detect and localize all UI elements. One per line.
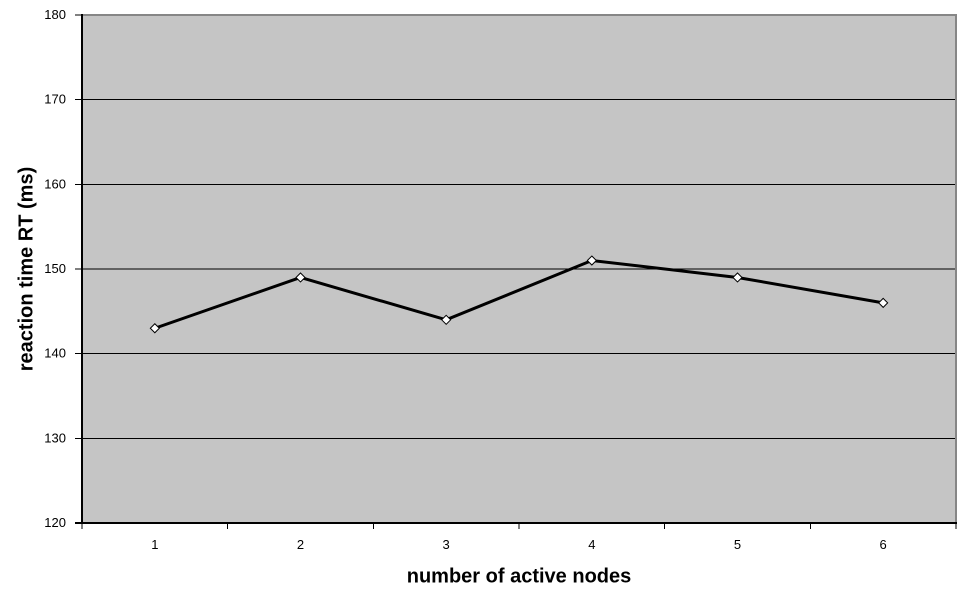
x-tick-label: 5 bbox=[734, 537, 741, 552]
x-tick-label: 2 bbox=[297, 537, 304, 552]
data-point-marker bbox=[295, 272, 306, 283]
y-tick-label: 140 bbox=[44, 346, 66, 361]
data-point-marker bbox=[732, 272, 743, 283]
x-tick-label: 6 bbox=[880, 537, 887, 552]
x-axis-title: number of active nodes bbox=[406, 565, 632, 588]
x-tick-label: 1 bbox=[151, 537, 158, 552]
y-tick-label: 170 bbox=[44, 92, 66, 107]
y-tick-label: 160 bbox=[44, 176, 66, 191]
data-point-marker bbox=[586, 255, 598, 266]
data-point-marker bbox=[440, 314, 452, 326]
y-tick-label: 180 bbox=[44, 7, 66, 22]
y-tick-label: 120 bbox=[44, 515, 66, 530]
data-point-marker bbox=[877, 297, 889, 309]
y-tick-label: 150 bbox=[44, 261, 66, 276]
x-tick-label: 4 bbox=[588, 537, 595, 552]
data-point-marker bbox=[149, 323, 161, 334]
x-tick-label: 3 bbox=[443, 537, 450, 552]
y-tick-label: 130 bbox=[44, 430, 66, 445]
series-line bbox=[154, 258, 884, 330]
y-axis-title: reaction time RT (ms) bbox=[15, 166, 38, 372]
